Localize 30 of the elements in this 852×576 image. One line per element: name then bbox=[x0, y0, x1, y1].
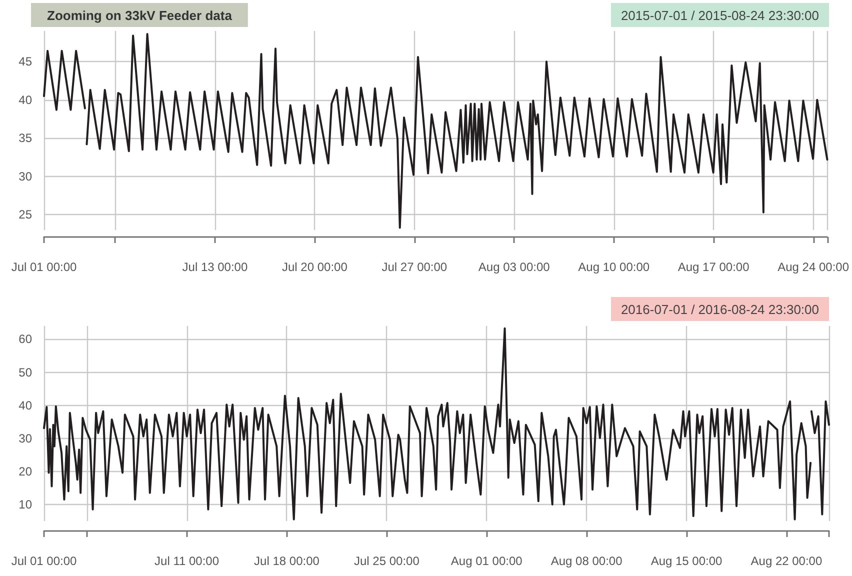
chart-subtitle: 2016-07-01 / 2016-08-24 23:30:00 bbox=[620, 302, 819, 317]
x-tick-label: Aug 08 00:00 bbox=[550, 554, 623, 568]
y-tick-label: 10 bbox=[18, 497, 32, 512]
x-tick-label: Jul 01 00:00 bbox=[11, 260, 78, 274]
x-tick-label: Jul 27 00:00 bbox=[382, 260, 448, 274]
x-tick-label: Jul 18 00:00 bbox=[254, 554, 320, 568]
y-tick-label: 30 bbox=[18, 169, 32, 184]
y-tick-label: 40 bbox=[18, 398, 32, 412]
y-tick-label: 20 bbox=[18, 464, 32, 478]
y-tick-label: 40 bbox=[18, 92, 32, 107]
x-tick-label: Aug 03 00:00 bbox=[478, 260, 550, 274]
y-tick-label: 45 bbox=[18, 54, 32, 69]
x-tick-label: Aug 01 00:00 bbox=[450, 554, 523, 568]
chart-subtitle: 2015-07-01 / 2015-08-24 23:30:00 bbox=[620, 8, 819, 23]
x-tick-label: Jul 25 00:00 bbox=[354, 554, 420, 568]
x-tick-label: Aug 24 00:00 bbox=[778, 260, 850, 274]
x-tick-label: Jul 13 00:00 bbox=[182, 260, 248, 274]
x-tick-label: Aug 17 00:00 bbox=[678, 260, 750, 274]
x-tick-label: Aug 22 00:00 bbox=[750, 554, 822, 568]
y-tick-label: 35 bbox=[18, 131, 32, 146]
y-tick-label: 25 bbox=[18, 208, 32, 222]
y-tick-label: 50 bbox=[18, 365, 32, 380]
x-tick-label: Jul 20 00:00 bbox=[282, 260, 348, 274]
x-tick-label: Aug 10 00:00 bbox=[578, 260, 650, 274]
y-tick-label: 60 bbox=[18, 332, 32, 346]
x-tick-label: Aug 15 00:00 bbox=[650, 554, 723, 568]
x-tick-label: Jul 11 00:00 bbox=[154, 554, 220, 568]
chart-title: Zooming on 33kV Feeder data bbox=[47, 8, 233, 23]
y-tick-label: 30 bbox=[18, 431, 32, 446]
x-tick-label: Jul 01 00:00 bbox=[11, 554, 78, 568]
